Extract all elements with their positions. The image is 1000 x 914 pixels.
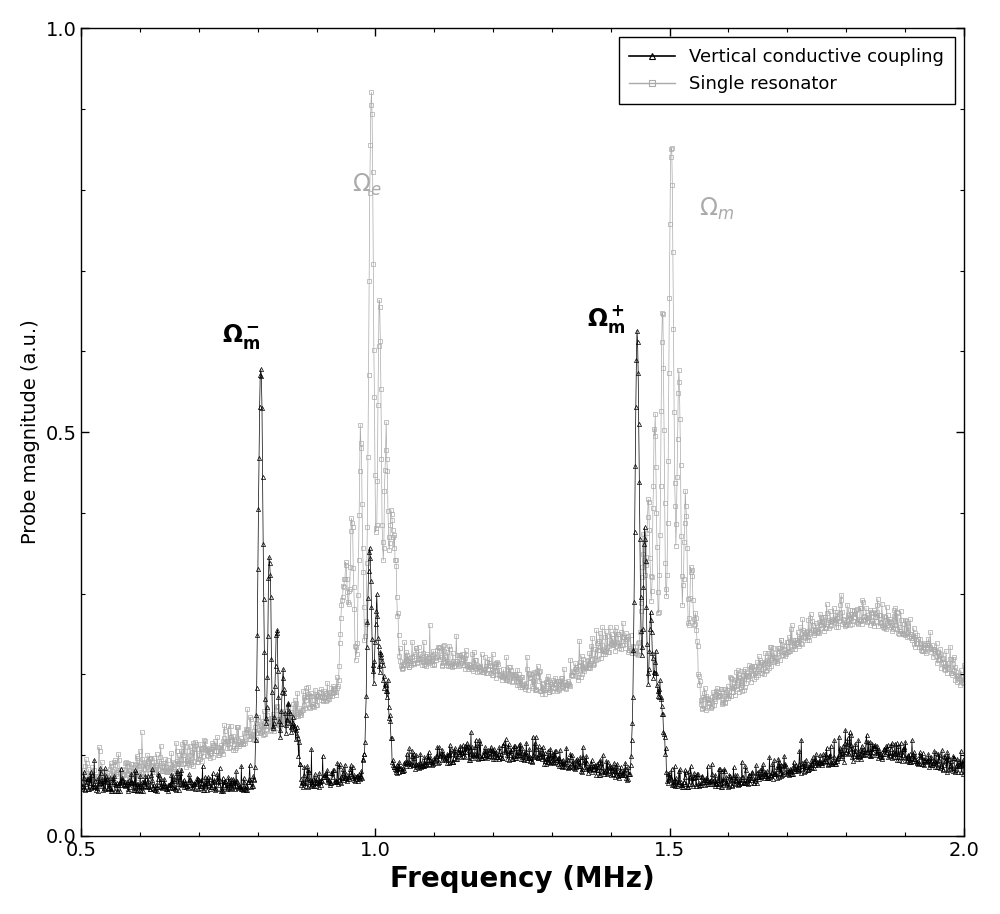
Single resonator [958, 660, 970, 671]
Vertical conductive coupling [631, 325, 643, 336]
Single resonator [180, 761, 192, 772]
Vertical conductive coupling [469, 749, 481, 760]
Text: $\Omega_m$: $\Omega_m$ [699, 196, 734, 222]
Single resonator [579, 662, 591, 673]
X-axis label: Frequency (MHz): Frequency (MHz) [390, 866, 655, 893]
Text: $\Omega_e$: $\Omega_e$ [352, 172, 382, 198]
Single resonator [451, 649, 463, 660]
Legend: Vertical conductive coupling, Single resonator: Vertical conductive coupling, Single res… [619, 37, 955, 104]
Vertical conductive coupling [75, 784, 87, 795]
Vertical conductive coupling [450, 754, 462, 765]
Line: Vertical conductive coupling: Vertical conductive coupling [79, 328, 966, 793]
Vertical conductive coupling [92, 786, 104, 797]
Single resonator [75, 776, 87, 787]
Vertical conductive coupling [180, 781, 192, 792]
Line: Single resonator: Single resonator [80, 90, 965, 785]
Text: $\mathbf{\Omega_m^-}$: $\mathbf{\Omega_m^-}$ [222, 323, 261, 351]
Single resonator [144, 754, 156, 765]
Single resonator [365, 87, 377, 98]
Text: $\mathbf{\Omega_m^+}$: $\mathbf{\Omega_m^+}$ [587, 303, 626, 335]
Vertical conductive coupling [144, 784, 156, 795]
Vertical conductive coupling [484, 745, 496, 756]
Vertical conductive coupling [578, 756, 590, 767]
Single resonator [89, 778, 101, 789]
Y-axis label: Probe magnitude (a.u.): Probe magnitude (a.u.) [21, 320, 40, 545]
Single resonator [469, 654, 481, 665]
Vertical conductive coupling [958, 755, 970, 766]
Single resonator [485, 667, 497, 678]
